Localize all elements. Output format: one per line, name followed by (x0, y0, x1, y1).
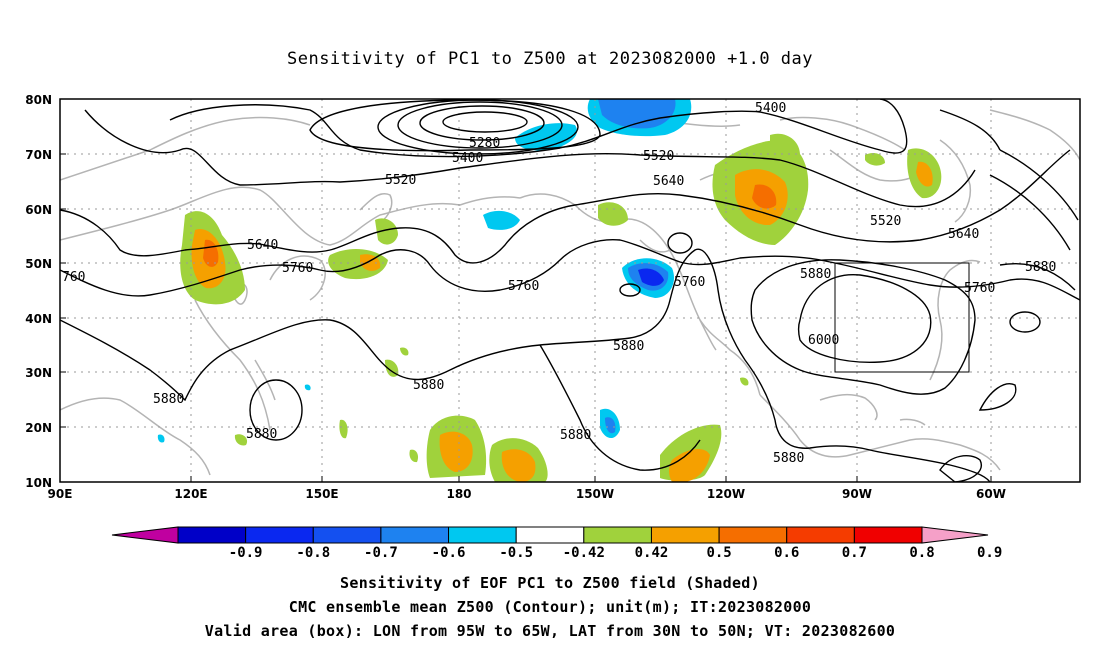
contour-label: 5880 (413, 378, 444, 393)
colorbar-swatch (448, 526, 517, 544)
contour-label: 5760 (674, 275, 705, 290)
colorbar-label: 0.8 (909, 545, 934, 561)
colorbar-swatch (650, 526, 720, 544)
colorbar-swatch (786, 526, 855, 544)
lon-label: 90W (842, 487, 872, 501)
positive-region (409, 449, 419, 463)
lon-labels: 90E 120E 150E 180 150W 120W 90W 60W (48, 487, 1006, 501)
plot-frame (59, 98, 1081, 483)
colorbar-swatch (515, 526, 585, 544)
positive-region (669, 448, 710, 482)
lon-label: 90E (48, 487, 73, 501)
colorbar-arrow-low (111, 526, 179, 544)
colorbar-swatch (245, 526, 314, 544)
sensitivity-shading (157, 99, 942, 482)
lat-label: 40N (25, 312, 52, 326)
lat-label: 10N (25, 476, 52, 490)
positive-region (916, 161, 933, 187)
colorbar-label: 0.42 (635, 545, 669, 561)
lat-labels: 80N 70N 60N 50N 40N 30N 20N 10N (25, 93, 52, 490)
positive-region (752, 184, 777, 209)
positive-region (740, 377, 749, 386)
valid-area-box (834, 262, 970, 373)
negative-region (483, 210, 520, 230)
colorbar-label: 0.6 (774, 545, 799, 561)
contour-label: 5640 (653, 174, 684, 189)
lon-label: 150E (305, 487, 338, 501)
colorbar-swatch (718, 526, 788, 544)
contour-label: 760 (62, 270, 85, 285)
colorbar-swatch (853, 526, 923, 544)
lat-label: 20N (25, 421, 52, 435)
positive-region (501, 449, 536, 482)
tick-marks (60, 98, 992, 482)
lat-label: 50N (25, 257, 52, 271)
positive-region (375, 218, 398, 245)
colorbar-swatch (312, 526, 382, 544)
colorbar-swatch (380, 526, 450, 544)
positive-region (439, 431, 473, 472)
negative-region (638, 268, 664, 286)
contour-label: 5880 (773, 451, 804, 466)
colorbar-label: -0.5 (499, 545, 533, 561)
colorbar-arrow-high (921, 526, 989, 544)
contour-label: 5520 (870, 214, 901, 229)
contour-label: 5640 (247, 238, 278, 253)
contour-label: 5760 (964, 281, 995, 296)
lat-label: 60N (25, 203, 52, 217)
contour-label: 5880 (246, 427, 277, 442)
negative-region (605, 417, 616, 434)
positive-region (598, 202, 628, 226)
colorbar: -0.9 -0.8 -0.7 -0.6 -0.5 -0.42 0.42 0.5 0.6 0.7 0.… (111, 526, 1002, 561)
lon-label: 120E (174, 487, 207, 501)
z500-contours (60, 99, 1080, 482)
contour-label: 5760 (282, 261, 313, 276)
lat-label: 70N (25, 148, 52, 162)
colorbar-label: -0.7 (364, 545, 398, 561)
contour-label: 6000 (808, 333, 839, 348)
contour-label-group: 5280 5400 5400 5520 5520 5520 5640 5640 … (62, 101, 1056, 466)
lon-label: 60W (976, 487, 1006, 501)
contour-label: 5880 (613, 339, 644, 354)
contour-label: 5400 (452, 151, 483, 166)
colorbar-label: 0.7 (842, 545, 867, 561)
contour-label: 5400 (755, 101, 786, 116)
negative-region (598, 99, 676, 129)
contour-label: 5520 (385, 173, 416, 188)
positive-region (770, 133, 800, 159)
contour-label: 5880 (153, 392, 184, 407)
gridlines (60, 99, 1080, 482)
colorbar-label: -0.6 (432, 545, 466, 561)
lat-label: 80N (25, 93, 52, 107)
caption-line-2: CMC ensemble mean Z500 (Contour); unit(m… (288, 598, 812, 616)
caption-line-3: Valid area (box): LON from 95W to 65W, L… (204, 622, 896, 640)
lon-label: 120W (707, 487, 745, 501)
contour-label: 5520 (643, 149, 674, 164)
contour-label: 5880 (800, 267, 831, 282)
positive-region (234, 434, 248, 446)
contour-label: 5280 (469, 136, 500, 151)
caption-line-1: Sensitivity of EOF PC1 to Z500 field (Sh… (340, 574, 760, 592)
chart-title: Sensitivity of PC1 to Z500 at 2023082000… (286, 49, 813, 69)
positive-region (865, 152, 885, 166)
positive-region (339, 419, 348, 439)
negative-region (157, 434, 165, 443)
colorbar-label: -0.42 (563, 545, 605, 561)
colorbar-label: 0.9 (977, 545, 1002, 561)
colorbar-swatch (177, 526, 247, 544)
contour-label: 5640 (948, 227, 979, 242)
contour-label: 5880 (560, 428, 591, 443)
colorbar-label: 0.5 (706, 545, 731, 561)
colorbar-swatch (583, 526, 652, 544)
lon-label: 150W (576, 487, 614, 501)
lat-label: 30N (25, 366, 52, 380)
lon-label: 180 (446, 487, 471, 501)
colorbar-label: -0.9 (229, 545, 263, 561)
negative-region (304, 384, 311, 391)
contour-label: 5880 (1025, 260, 1056, 275)
contour-label: 5760 (508, 279, 539, 294)
colorbar-label: -0.8 (296, 545, 330, 561)
positive-region (400, 347, 409, 356)
